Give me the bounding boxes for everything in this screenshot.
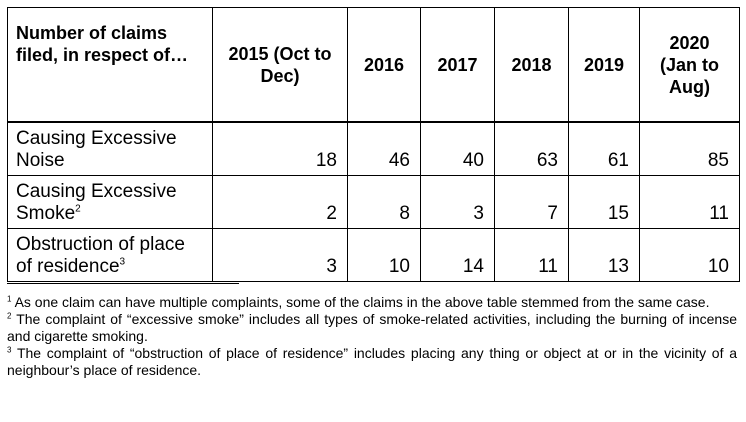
row-label-text: Causing Excessive Noise (16, 128, 177, 171)
table-header-row: Number of claims filed, in respect of… 2… (7, 7, 740, 123)
column-header: 2020 (Jan to Aug) (639, 7, 740, 123)
footnote-number: 1 (7, 294, 12, 304)
column-header: 2016 (347, 7, 421, 123)
footnote-text: As one claim can have multiple complaint… (14, 294, 710, 310)
table-cell: 11 (639, 175, 740, 229)
column-header: 2017 (420, 7, 495, 123)
table-row: Obstruction of place of residence3 3 10 … (7, 228, 740, 282)
corner-header: Number of claims filed, in respect of… (7, 7, 213, 123)
table-cell: 10 (347, 228, 421, 282)
row-label-text: Causing Excessive Smoke (16, 181, 177, 224)
column-header: 2019 (568, 7, 640, 123)
row-label: Obstruction of place of residence3 (7, 228, 213, 282)
footnote-marker: 3 (119, 256, 126, 268)
table-cell: 85 (639, 121, 740, 176)
footnote-text: The complaint of “excessive smoke” inclu… (7, 311, 738, 344)
table-cell: 2 (212, 175, 348, 229)
table-cell: 14 (420, 228, 495, 282)
table-cell: 46 (347, 121, 421, 176)
claims-table: Number of claims filed, in respect of… 2… (7, 7, 740, 282)
footnote: 2 The complaint of “excessive smoke” inc… (7, 311, 737, 345)
table-row: Causing Excessive Noise 18 46 40 63 61 8… (7, 121, 740, 176)
footnotes: 1 As one claim can have multiple complai… (7, 294, 737, 379)
table-cell: 11 (494, 228, 569, 282)
footnote: 3 The complaint of “obstruction of place… (7, 345, 737, 379)
footnote-number: 2 (7, 311, 12, 321)
table-cell: 3 (420, 175, 495, 229)
footnote: 1 As one claim can have multiple complai… (7, 294, 737, 311)
column-header: 2018 (494, 7, 569, 123)
table-cell: 61 (568, 121, 640, 176)
table-cell: 13 (568, 228, 640, 282)
table-cell: 3 (212, 228, 348, 282)
table-cell: 7 (494, 175, 569, 229)
footnote-divider (7, 283, 239, 284)
table-row: Causing Excessive Smoke2 2 8 3 7 15 11 (7, 175, 740, 229)
table-cell: 63 (494, 121, 569, 176)
table-cell: 40 (420, 121, 495, 176)
footnote-text: The complaint of “obstruction of place o… (7, 345, 737, 378)
row-label: Causing Excessive Noise (7, 121, 213, 176)
footnote-number: 3 (7, 345, 12, 355)
column-header: 2015 (Oct to Dec) (212, 7, 348, 123)
row-label: Causing Excessive Smoke2 (7, 175, 213, 229)
footnote-marker: 2 (75, 203, 81, 215)
table-cell: 18 (212, 121, 348, 176)
row-label-text: Obstruction of place of residence (16, 234, 185, 277)
table-cell: 10 (639, 228, 740, 282)
table-cell: 15 (568, 175, 640, 229)
table-cell: 8 (347, 175, 421, 229)
